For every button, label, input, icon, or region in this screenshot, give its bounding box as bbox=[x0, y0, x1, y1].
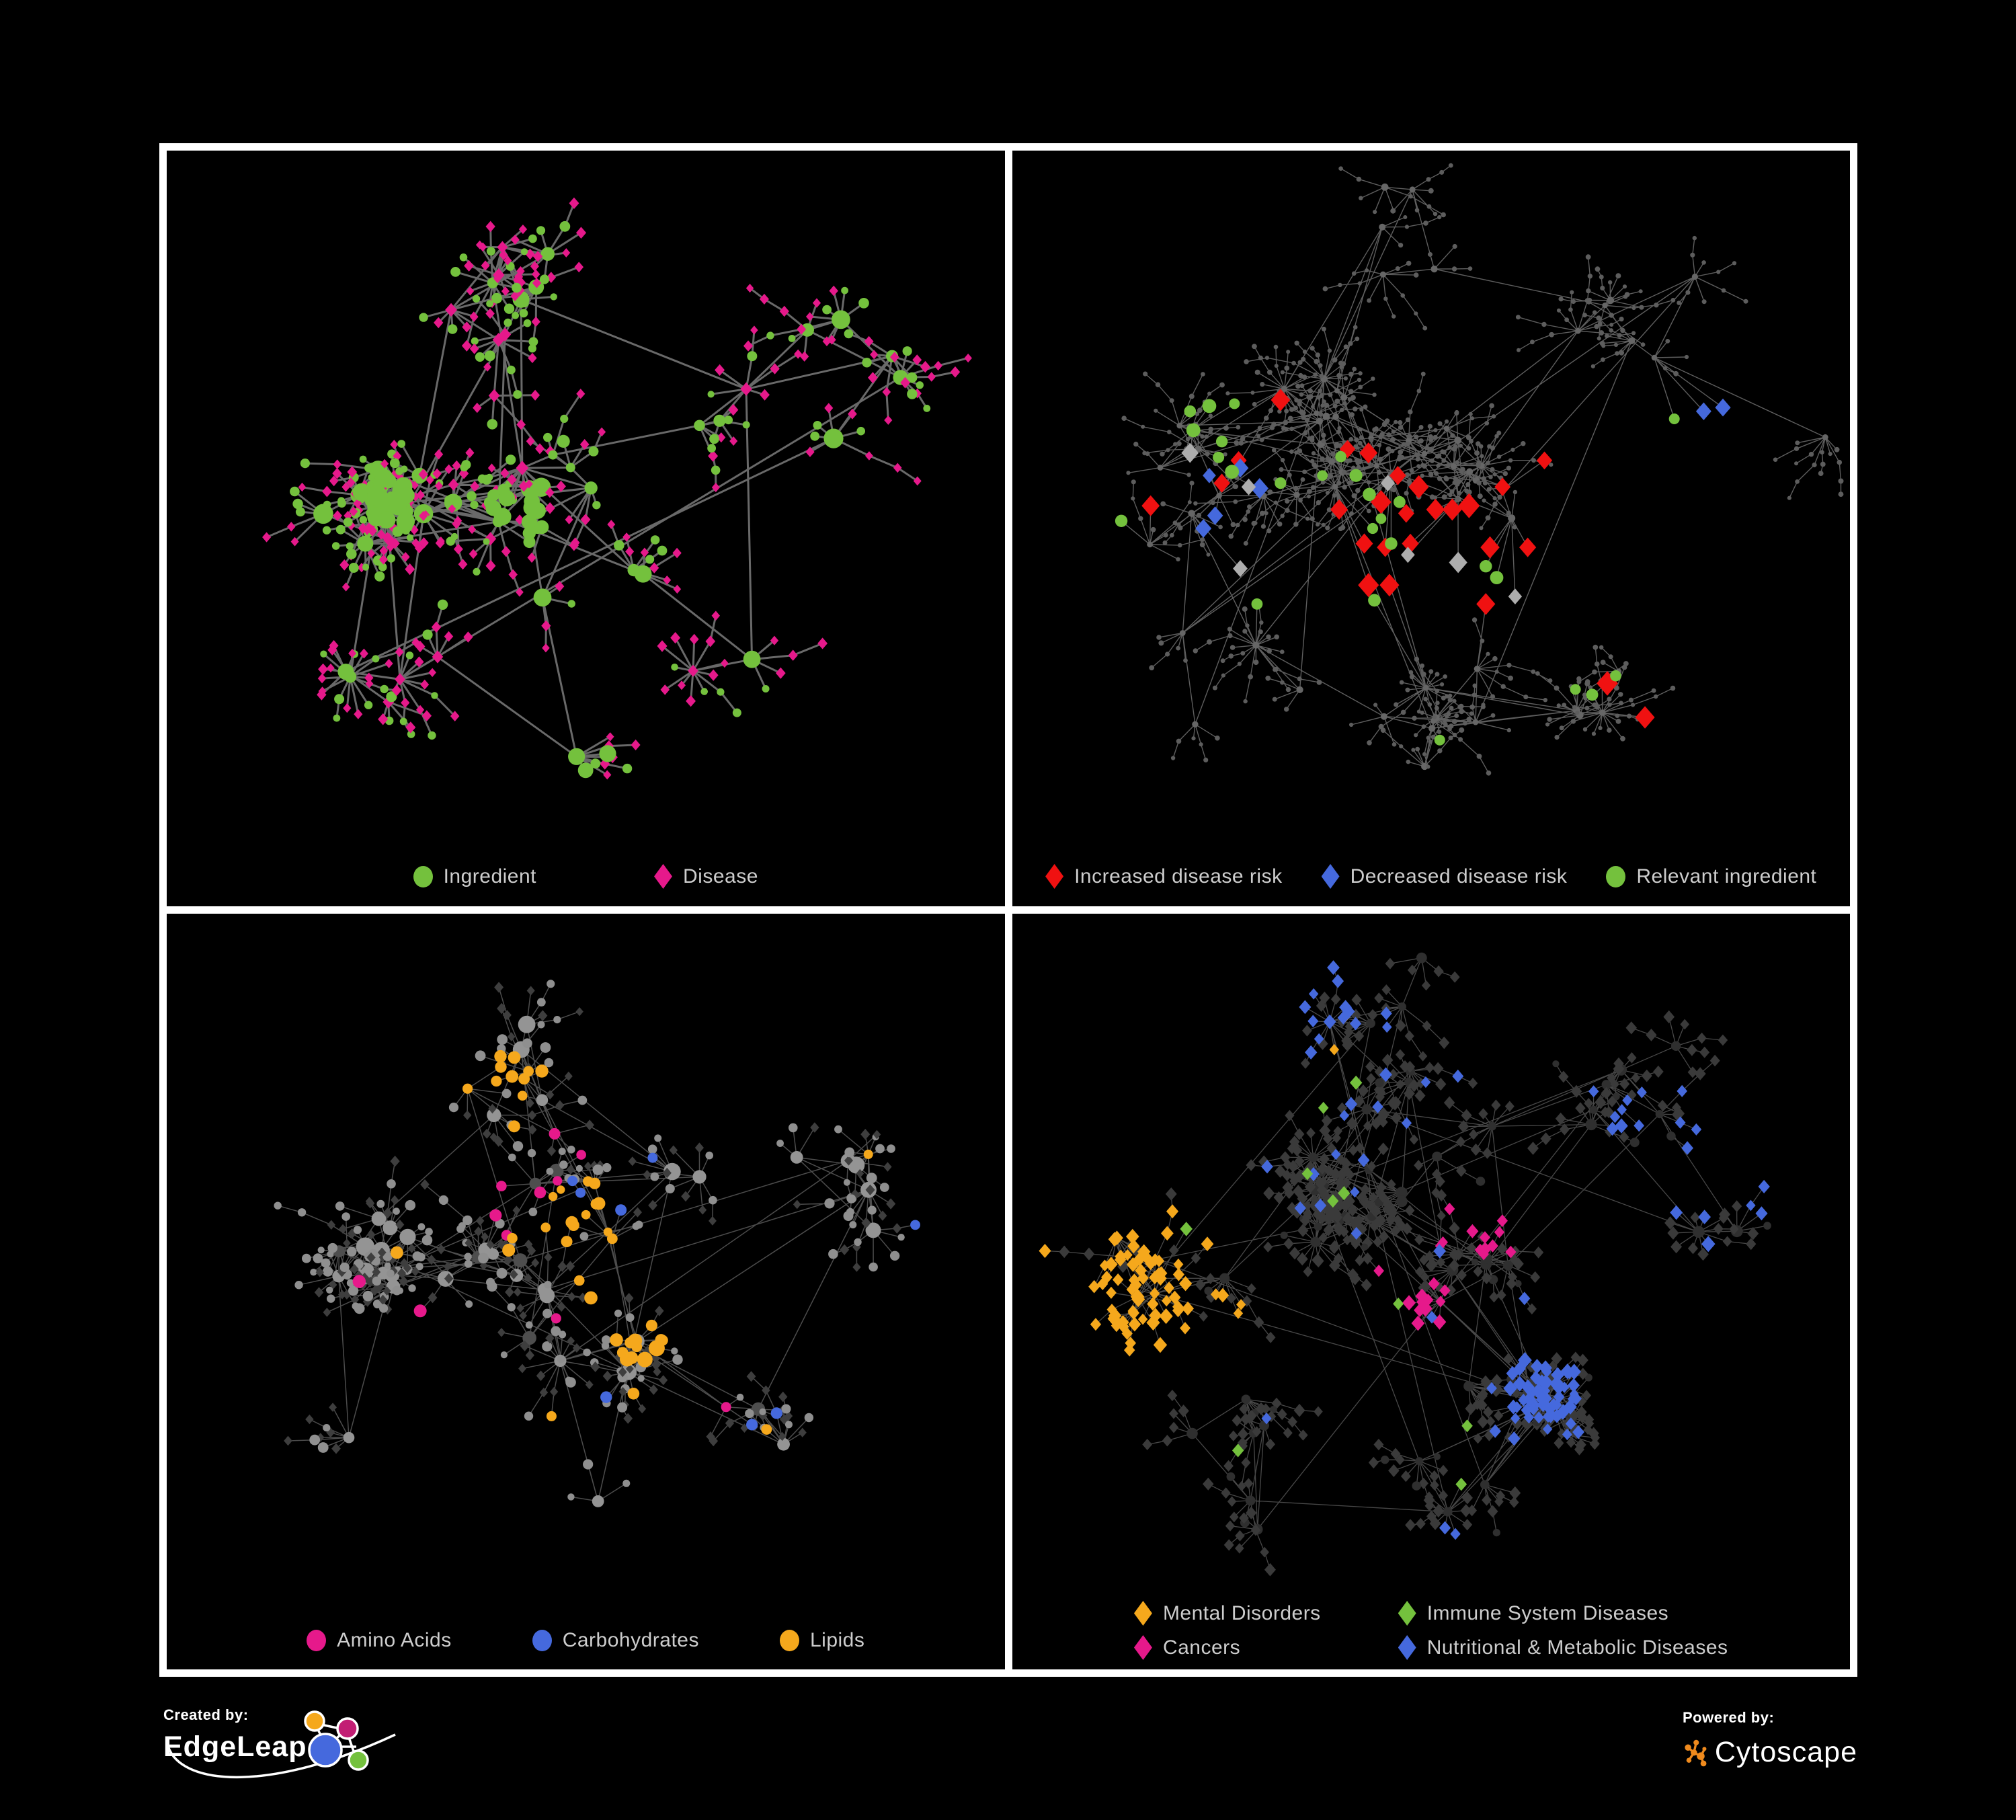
disease-categories-legend: Mental Disorders Immune System Diseases … bbox=[1012, 1601, 1851, 1660]
legend-label: Lipids bbox=[809, 1629, 865, 1651]
legend-item: Mental Disorders bbox=[1133, 1601, 1321, 1626]
legend-item: Increased disease risk bbox=[1045, 864, 1282, 889]
legend-label: Nutritional & Metabolic Diseases bbox=[1426, 1636, 1728, 1659]
ingredient-swatch-icon bbox=[413, 865, 433, 887]
edgeleap-brand: EdgeLeap bbox=[163, 1731, 307, 1763]
macronutrients-legend: Amino Acids Carbohydrates Lipids bbox=[167, 1629, 1005, 1652]
network-nodes bbox=[274, 980, 920, 1507]
panel-ingredient-disease: Ingredient Disease bbox=[167, 151, 1005, 906]
panel-macronutrients: Amino Acids Carbohydrates Lipids bbox=[167, 914, 1005, 1669]
legend-label: Disease bbox=[683, 865, 758, 887]
legend-label: Mental Disorders bbox=[1162, 1601, 1321, 1624]
legend-label: Ingredient bbox=[443, 865, 537, 887]
legend-item: Disease bbox=[654, 864, 758, 889]
increased-risk-swatch-icon bbox=[1045, 864, 1064, 889]
legend-item: Immune System Diseases bbox=[1398, 1601, 1728, 1626]
powered-by-label: Powered by: bbox=[1683, 1709, 1775, 1726]
macronutrients-network bbox=[274, 980, 920, 1507]
decreased-risk-swatch-icon bbox=[1321, 864, 1340, 889]
legend-label: Decreased disease risk bbox=[1350, 865, 1568, 887]
cytoscape-logo-icon bbox=[1685, 1739, 1707, 1767]
legend-item: Lipids bbox=[779, 1629, 865, 1652]
legend-item: Ingredient bbox=[413, 865, 536, 888]
ingredient-disease-legend: Ingredient Disease bbox=[167, 864, 1005, 889]
network-nodes bbox=[1115, 163, 1843, 776]
disease-risk-legend: Increased disease risk Decreased disease… bbox=[1012, 864, 1851, 889]
immune-system-swatch-icon bbox=[1398, 1601, 1416, 1626]
legend-label: Carbohydrates bbox=[562, 1629, 699, 1651]
network-nodes bbox=[262, 197, 972, 780]
legend-item: Amino Acids bbox=[307, 1629, 452, 1652]
legend-label: Immune System Diseases bbox=[1426, 1601, 1669, 1624]
nutritional-metabolic-swatch-icon bbox=[1398, 1635, 1416, 1660]
figure-grid: Ingredient Disease Increased disease ris… bbox=[159, 143, 1857, 1677]
cancers-swatch-icon bbox=[1133, 1635, 1152, 1660]
disease-swatch-icon bbox=[654, 864, 673, 889]
relevant-ingredient-swatch-icon bbox=[1606, 865, 1626, 887]
edgeleap-credit: Created by: EdgeLeap bbox=[163, 1706, 405, 1797]
legend-label: Amino Acids bbox=[337, 1629, 452, 1651]
cytoscape-brand: Cytoscape bbox=[1714, 1735, 1857, 1768]
legend-item: Relevant ingredient bbox=[1606, 865, 1816, 888]
disease-categories-network bbox=[1038, 952, 1771, 1577]
legend-label: Cancers bbox=[1162, 1636, 1241, 1659]
lipids-swatch-icon bbox=[779, 1630, 799, 1651]
panel-disease-risk: Increased disease risk Decreased disease… bbox=[1012, 151, 1851, 906]
created-by-label: Created by: bbox=[163, 1706, 249, 1723]
edgeleap-logo-icon bbox=[167, 1710, 396, 1778]
legend-item: Decreased disease risk bbox=[1321, 864, 1568, 889]
amino-acids-swatch-icon bbox=[307, 1630, 327, 1651]
disease-risk-network bbox=[1115, 163, 1843, 776]
carbohydrates-swatch-icon bbox=[532, 1630, 552, 1651]
legend-item: Carbohydrates bbox=[532, 1629, 699, 1652]
legend-label: Relevant ingredient bbox=[1636, 865, 1817, 887]
ingredient-disease-network bbox=[262, 197, 972, 780]
network-nodes bbox=[1038, 952, 1771, 1577]
legend-item: Cancers bbox=[1133, 1635, 1321, 1660]
mental-disorders-swatch-icon bbox=[1133, 1601, 1152, 1626]
legend-label: Increased disease risk bbox=[1074, 865, 1283, 887]
legend-item: Nutritional & Metabolic Diseases bbox=[1398, 1635, 1728, 1660]
panel-disease-categories: Mental Disorders Immune System Diseases … bbox=[1012, 914, 1851, 1669]
cytoscape-credit: Powered by: Cytoscape bbox=[1683, 1709, 1857, 1783]
